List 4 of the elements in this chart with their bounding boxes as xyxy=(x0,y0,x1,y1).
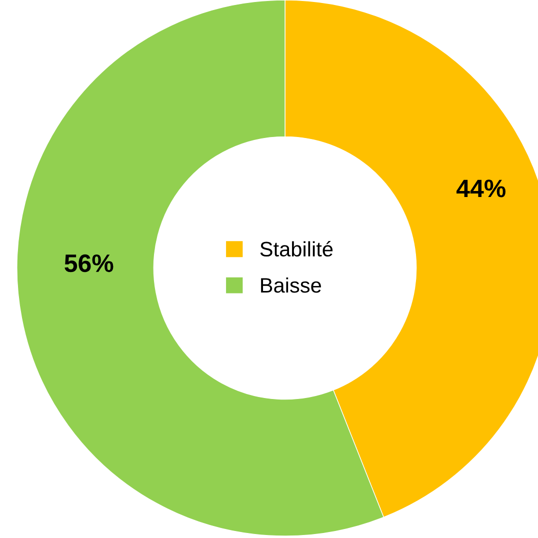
legend-label: Baisse xyxy=(261,277,321,293)
legend-label: Stabilité xyxy=(260,241,333,257)
data-label: 44% xyxy=(456,180,506,198)
data-label: 56% xyxy=(64,254,114,272)
